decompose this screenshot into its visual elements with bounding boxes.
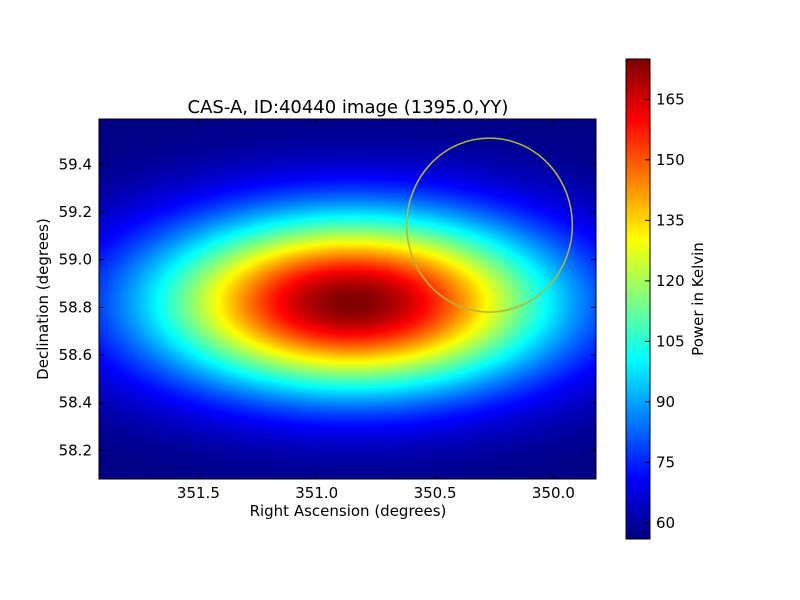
- colorbar-gradient: [626, 59, 650, 539]
- plot-frame: [98, 118, 597, 480]
- x-tick-label: 351.0: [295, 484, 338, 502]
- y-tick-label: 58.4: [59, 394, 92, 412]
- colorbar-tick-label: 60: [656, 514, 675, 532]
- colorbar-tick-label: 105: [656, 332, 685, 350]
- colorbar-tick-label: 165: [656, 90, 685, 108]
- x-tick-label: 350.5: [414, 484, 457, 502]
- y-axis: 58.2 58.4 58.6 58.8 59.0 59.2 59.4: [59, 155, 596, 459]
- colorbar-axis: 60 75 90 105 120 135 150 165: [645, 90, 685, 532]
- x-tick-label: 350.0: [532, 484, 575, 502]
- y-tick-label: 58.8: [59, 298, 92, 316]
- source-circle: [405, 137, 574, 313]
- colorbar-frame: [625, 58, 651, 540]
- x-axis: 351.5 351.0 350.5 350.0: [177, 119, 575, 502]
- y-tick-label: 59.0: [59, 251, 92, 269]
- chart-title: CAS-A, ID:40440 image (1395.0,YY): [188, 97, 509, 118]
- colorbar-tick-label: 75: [656, 453, 675, 471]
- x-axis-label: Right Ascension (degrees): [250, 502, 447, 520]
- colorbar-tick-label: 90: [656, 393, 675, 411]
- colorbar-label: Power in Kelvin: [689, 242, 707, 356]
- x-tick-label: 351.5: [177, 484, 220, 502]
- y-tick-label: 58.2: [59, 441, 92, 459]
- y-axis-label: Declination (degrees): [34, 218, 52, 380]
- colorbar-tick-label: 135: [656, 211, 685, 229]
- colorbar-tick-label: 120: [656, 272, 685, 290]
- y-tick-label: 59.2: [59, 203, 92, 221]
- y-tick-label: 59.4: [59, 155, 92, 173]
- colorbar-tick-label: 150: [656, 151, 685, 169]
- heatmap-image: [99, 119, 596, 479]
- y-tick-label: 58.6: [59, 346, 92, 364]
